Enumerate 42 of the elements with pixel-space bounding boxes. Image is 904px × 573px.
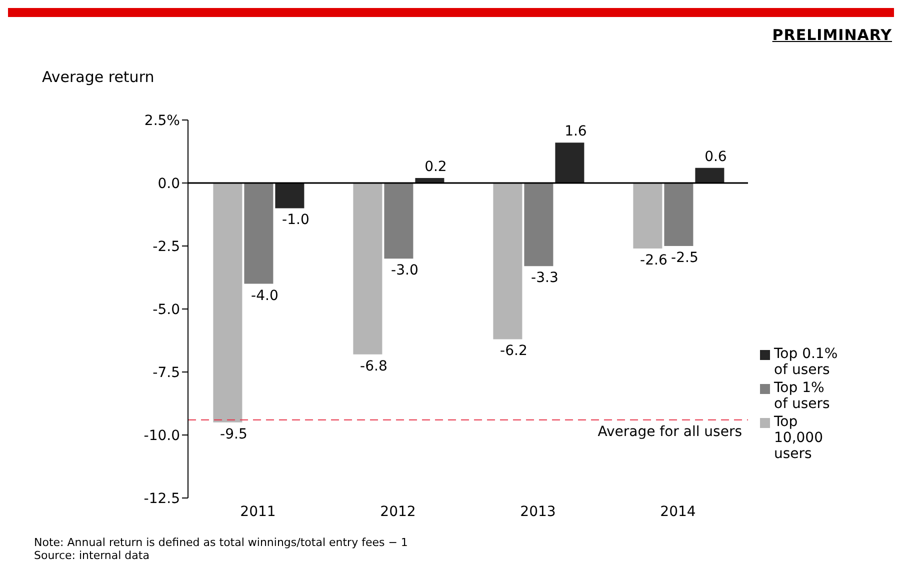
data-label: -6.8 (360, 358, 388, 374)
x-tick-label: 2013 (520, 504, 556, 520)
data-label: -2.5 (671, 250, 698, 266)
data-label: 0.2 (424, 158, 447, 175)
data-label: -6.2 (500, 343, 528, 360)
bar (384, 183, 414, 259)
y-tick-label: -10.0 (144, 428, 180, 444)
ref-line-label: Average for all users (598, 424, 742, 440)
bar (213, 183, 242, 422)
data-label: -9.5 (220, 426, 248, 442)
y-tick-label: 0.0 (158, 176, 180, 192)
bar (353, 183, 382, 354)
text: PRELIMINARY (772, 26, 892, 44)
bar (633, 183, 662, 249)
bar (695, 168, 724, 183)
legend-label: Top 10,000 users (774, 414, 824, 462)
bar (524, 183, 554, 266)
y-axis-title: Average return (42, 68, 154, 86)
y-tick-label: -5.0 (152, 302, 180, 318)
data-label: -2.6 (640, 252, 668, 269)
data-label: -1.0 (282, 212, 310, 228)
data-label: -3.3 (531, 270, 558, 286)
text: Note: Annual return is defined as total winnings/total entry fees − 1 (34, 536, 408, 549)
bar (555, 142, 584, 183)
bar (244, 183, 274, 284)
legend-label: Top 0.1% of users (774, 346, 839, 378)
data-label: -3.0 (391, 262, 418, 279)
bar (493, 183, 522, 340)
data-label: -4.0 (251, 288, 278, 304)
bar (275, 183, 304, 208)
legend-label: Top 1% of users (774, 380, 831, 412)
x-tick-label: 2011 (240, 504, 276, 520)
x-tick-label: 2014 (660, 504, 696, 520)
bar (664, 183, 694, 246)
y-tick-label: -2.5 (152, 238, 180, 255)
y-tick-label: -12.5 (144, 490, 180, 507)
data-label: 0.6 (704, 148, 727, 165)
x-tick-label: 2012 (380, 504, 416, 520)
data-label: 1.6 (564, 124, 587, 140)
source-note: Source: internal data (34, 549, 150, 562)
y-tick-label: -7.5 (152, 364, 180, 381)
y-tick-label: 2.5% (144, 112, 180, 129)
